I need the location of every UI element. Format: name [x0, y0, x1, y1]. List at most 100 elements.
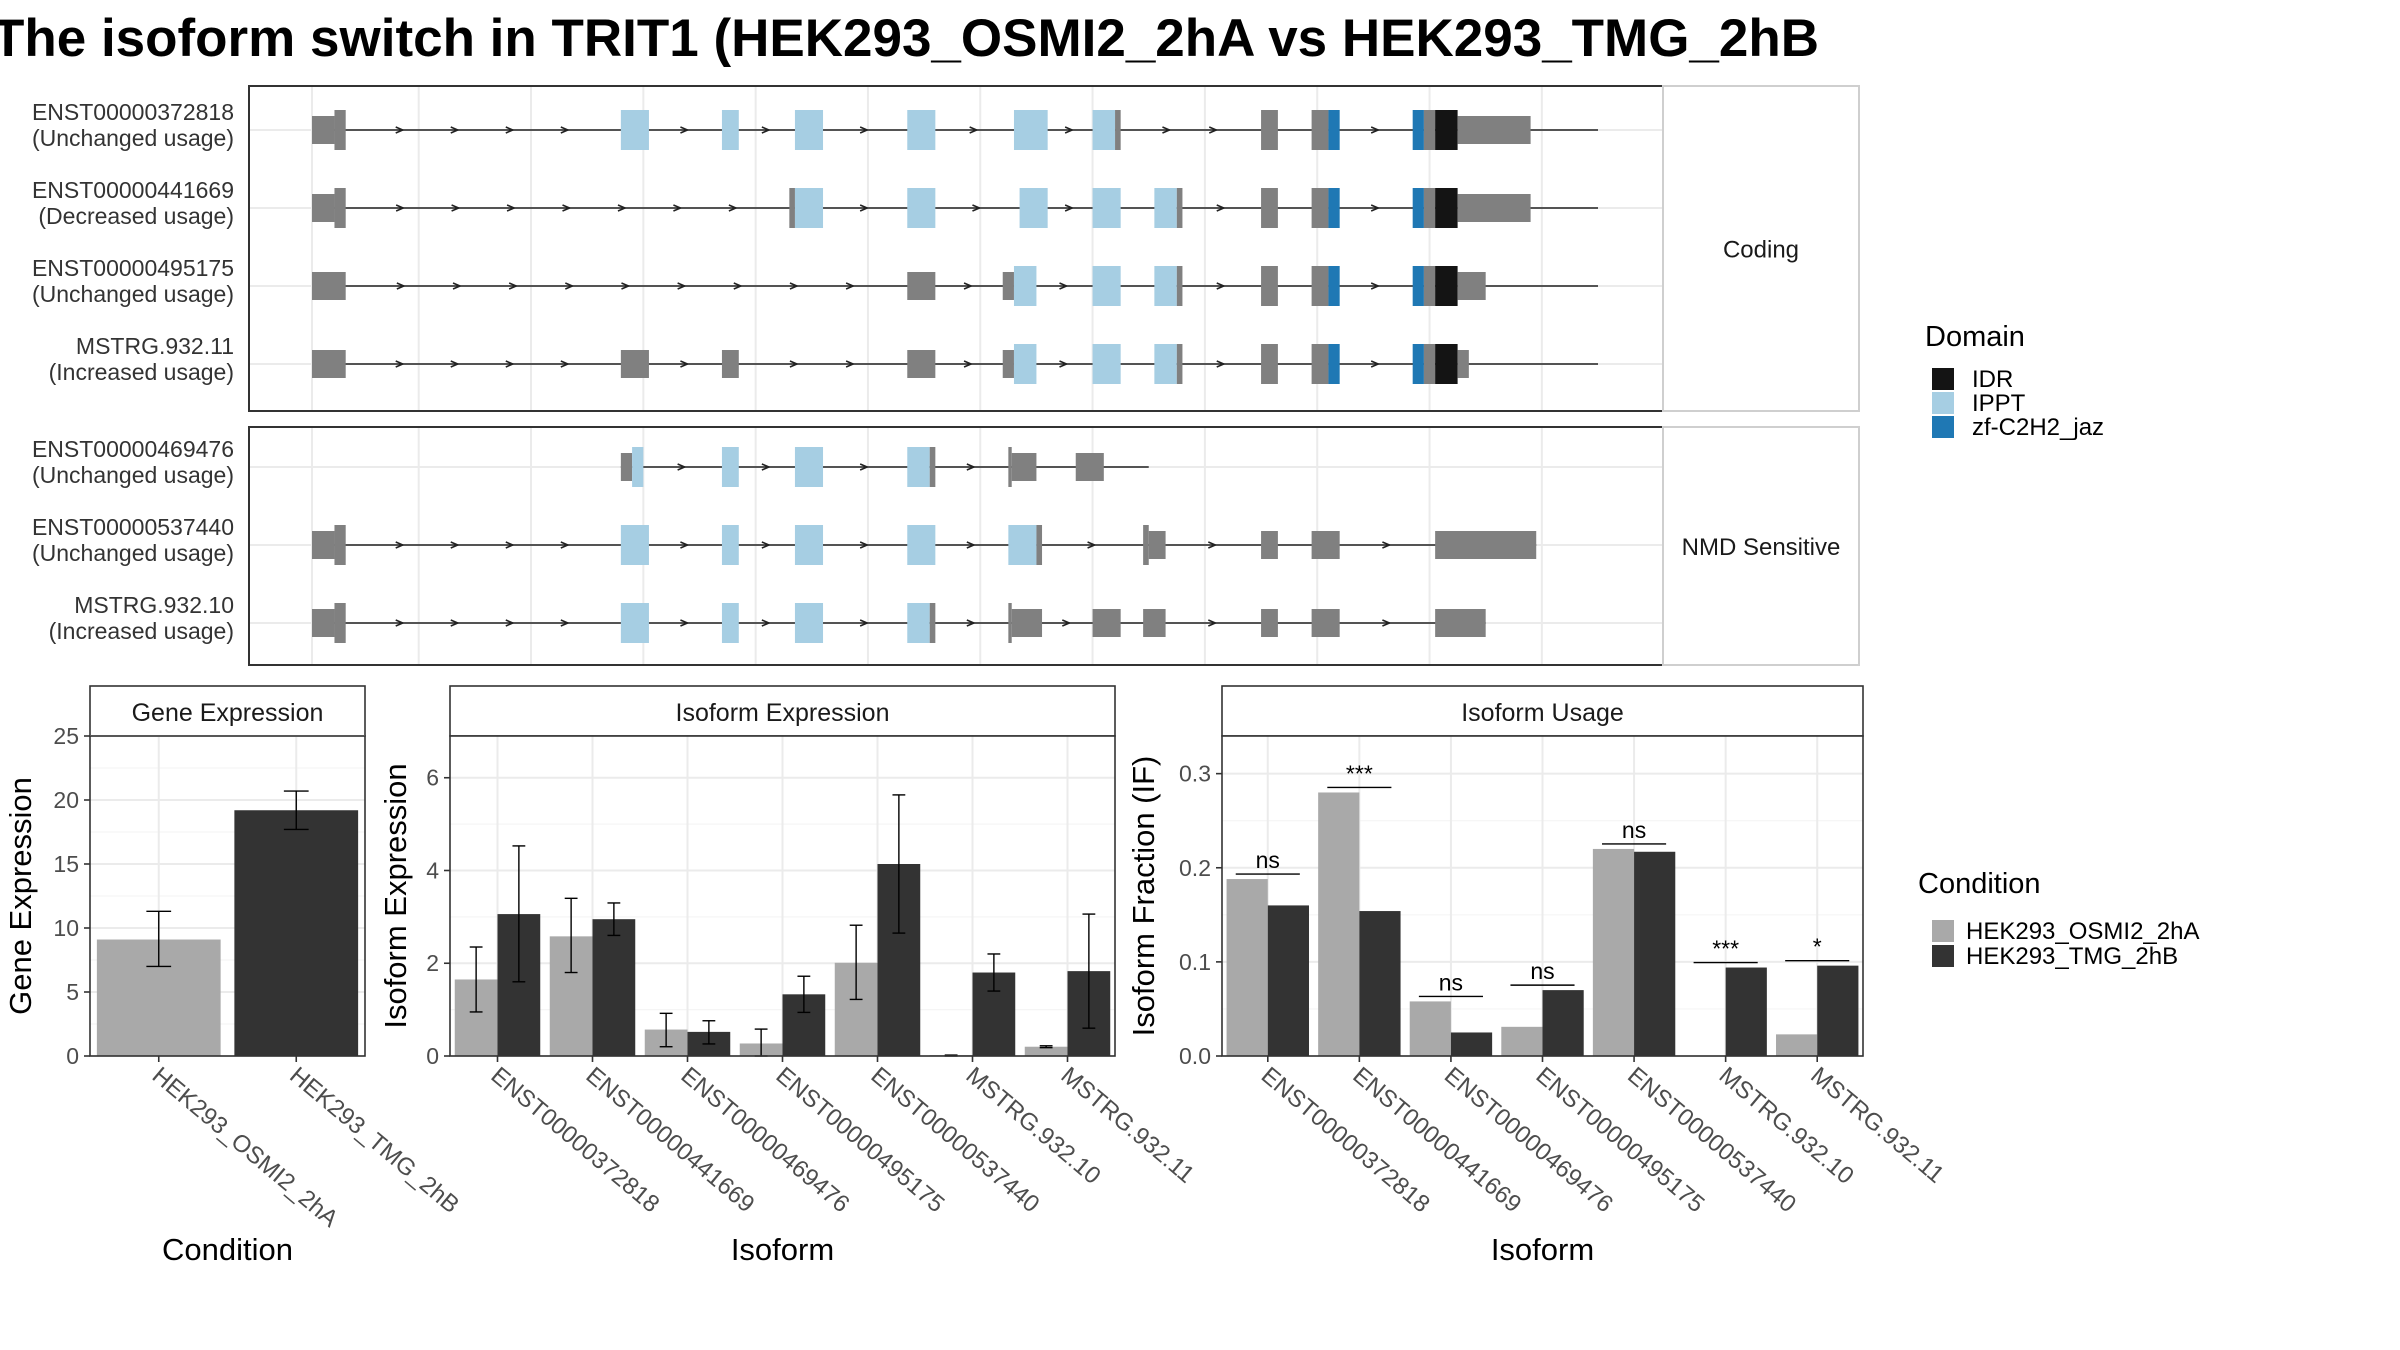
domain-exon-IPPT: [1013, 110, 1048, 150]
exon: [721, 350, 739, 378]
intron-arrow: [505, 541, 515, 549]
y-tick-label: 2: [426, 950, 439, 976]
significance-label: ***: [1712, 936, 1739, 962]
exon: [1008, 447, 1012, 487]
domain-exon-zf-C2H2_jaz: [1412, 110, 1424, 150]
intron-arrow: [966, 541, 976, 549]
condition-legend-key: [1932, 920, 1954, 942]
intron-arrow: [966, 463, 976, 471]
y-tick-label: 15: [53, 851, 79, 877]
exon: [1311, 266, 1329, 306]
intron-arrow: [859, 126, 870, 134]
condition-legend-label: HEK293_OSMI2_2hA: [1966, 918, 2199, 945]
exon: [334, 525, 346, 565]
intron-arrow: [1064, 204, 1075, 212]
intron-arrow: [859, 204, 870, 212]
exon: [334, 110, 346, 150]
bar: [1542, 990, 1584, 1056]
x-tick-label: ENST00000441669: [1348, 1062, 1527, 1218]
plot-border: [89, 735, 366, 1057]
intron-arrow: [560, 541, 570, 549]
exon: [907, 350, 936, 378]
domain-exon-IPPT: [794, 603, 824, 643]
x-tick-label: ENST00000495175: [771, 1062, 950, 1218]
domain-exon-IDR: [1435, 110, 1458, 150]
exon: [334, 603, 346, 643]
domain-exon-zf-C2H2_jaz: [1412, 344, 1424, 384]
intron-arrow: [1208, 541, 1218, 549]
intron-arrow: [565, 282, 575, 290]
bar: [1450, 1032, 1493, 1056]
intron-arrow: [1208, 126, 1219, 134]
domain-legend-label: zf-C2H2_jaz: [1972, 414, 2104, 441]
intron-arrow: [395, 619, 405, 627]
transcript-id-label: ENST00000495175: [32, 255, 234, 281]
intron-arrow: [859, 541, 870, 549]
condition-legend-label: HEK293_TMG_2hB: [1966, 943, 2178, 970]
intron-arrow: [1208, 619, 1218, 627]
exon: [1143, 525, 1149, 565]
intron-arrow: [680, 541, 690, 549]
x-axis-title: Condition: [162, 1232, 293, 1267]
x-tick-label: ENST00000372818: [486, 1062, 665, 1218]
intron-arrow: [859, 463, 870, 471]
y-tick-label: 0.0: [1179, 1043, 1211, 1069]
intron-arrow: [972, 204, 982, 212]
intron-arrow: [1061, 619, 1072, 627]
bar: [1817, 965, 1859, 1056]
y-tick-label: 0: [66, 1043, 79, 1069]
bar: [1592, 848, 1635, 1056]
panel-strip: [1221, 685, 1864, 737]
domain-legend-label: IPPT: [1972, 390, 2026, 417]
transcript-usage-label: (Unchanged usage): [32, 540, 234, 566]
exon: [1092, 609, 1121, 637]
exon: [1002, 272, 1014, 300]
intron-arrow: [677, 282, 687, 290]
domain-exon-IPPT: [794, 525, 824, 565]
bar-charts: Gene Expression0510152025HEK293_OSMI2_2h…: [3, 685, 1949, 1267]
exon: [620, 350, 649, 378]
intron-arrow: [1370, 282, 1381, 290]
exon: [1011, 609, 1043, 637]
exon: [1261, 110, 1278, 150]
domain-exon-IPPT: [721, 603, 739, 643]
intron-arrow: [1216, 204, 1226, 212]
intron-arrow: [450, 360, 460, 368]
panel-title: Isoform Usage: [1461, 699, 1624, 727]
exon: [1311, 609, 1340, 637]
exon: [1261, 531, 1278, 559]
intron-arrow: [845, 360, 856, 368]
y-tick-label: 0.1: [1179, 949, 1211, 975]
intron-arrow: [562, 204, 572, 212]
exon: [312, 116, 335, 144]
transcript-usage-label: (Unchanged usage): [32, 462, 234, 488]
y-tick-label: 25: [53, 723, 79, 749]
bar: [592, 919, 636, 1056]
y-tick-label: 0.3: [1179, 761, 1211, 787]
exon: [1423, 188, 1436, 228]
x-tick-label: ENST00000469476: [1439, 1062, 1618, 1218]
domain-exon-IPPT: [721, 110, 739, 150]
intron-arrow: [560, 619, 570, 627]
exon: [1261, 266, 1278, 306]
significance-label: *: [1813, 934, 1822, 960]
exon: [1143, 609, 1166, 637]
x-tick-label: ENST00000537440: [1622, 1062, 1801, 1218]
exon: [312, 531, 335, 559]
bar: [1024, 1046, 1068, 1056]
intron-arrow: [728, 204, 738, 212]
domain-legend-key: [1932, 416, 1954, 438]
exon: [1423, 266, 1436, 306]
domain-exon-IPPT: [1013, 266, 1037, 306]
bar: [1725, 967, 1767, 1056]
domain-exon-IDR: [1435, 266, 1458, 306]
domain-exon-IPPT: [907, 110, 936, 150]
bar: [1226, 879, 1268, 1056]
figure-title: The isoform switch in TRIT1 (HEK293_OSMI…: [0, 9, 1819, 68]
domain-exon-IPPT: [1019, 188, 1048, 228]
intron-arrow: [1216, 360, 1226, 368]
x-axis-title: Isoform: [1491, 1232, 1594, 1267]
intron-arrow: [395, 126, 405, 134]
